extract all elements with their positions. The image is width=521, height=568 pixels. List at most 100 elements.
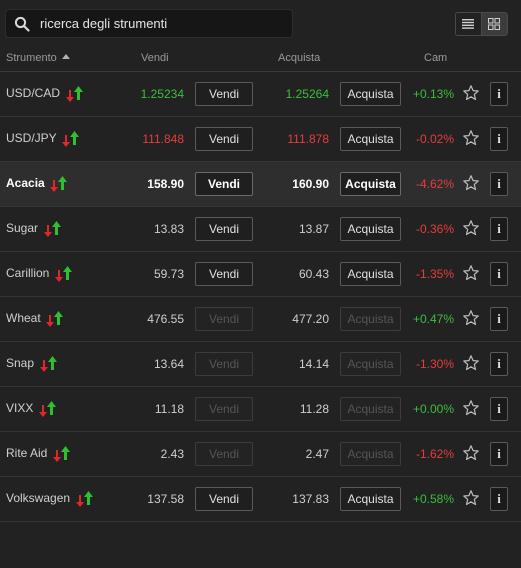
sell-button[interactable]: Vendi [195,487,253,511]
sell-button[interactable]: Vendi [195,127,253,151]
buy-price: 160.90 [292,177,329,191]
sell-button[interactable]: Vendi [195,397,253,421]
buy-price: 13.87 [298,222,329,236]
buy-button[interactable]: Acquista [340,352,401,376]
sell-button[interactable]: Vendi [195,217,253,241]
sell-button[interactable]: Vendi [195,307,253,331]
table-row[interactable]: VIXX 11.18 Vendi 11.28 Acquista +0.00% i [0,387,521,432]
table-header: Strumento Vendi Acquista Cam [0,46,521,72]
favorite-star-icon[interactable] [462,174,480,192]
header-buy: Acquista [278,52,321,64]
info-icon: i [497,266,501,281]
instrument-name[interactable]: USD/JPY [6,131,57,145]
sell-price: 13.64 [153,357,184,371]
change-percent: -1.62% [415,447,454,461]
buy-button[interactable]: Acquista [340,217,401,241]
trend-arrows-icon [53,262,75,284]
trend-arrows-icon [44,307,66,329]
change-percent: +0.00% [412,402,454,416]
buy-button[interactable]: Acquista [340,82,401,106]
change-percent: -4.62% [415,177,454,191]
change-percent: -1.30% [415,357,454,371]
instrument-name[interactable]: Wheat [6,311,41,325]
info-icon: i [497,86,501,101]
search-input[interactable] [40,10,288,37]
table-row[interactable]: Wheat 476.55 Vendi 477.20 Acquista +0.47% i [0,297,521,342]
sell-price: 11.18 [154,402,184,416]
info-button[interactable]: i [490,307,508,331]
change-percent: +0.58% [412,492,454,506]
buy-button[interactable]: Acquista [340,307,401,331]
sell-button[interactable]: Vendi [195,352,253,376]
table-row[interactable]: Carillion 59.73 Vendi 60.43 Acquista -1.35% i [0,252,521,297]
info-button[interactable]: i [490,217,508,241]
favorite-star-icon[interactable] [462,309,480,327]
buy-button[interactable]: Acquista [340,397,401,421]
favorite-star-icon[interactable] [462,444,480,462]
info-icon: i [497,131,501,146]
info-button[interactable]: i [490,127,508,151]
trend-arrows-icon [37,397,59,419]
favorite-star-icon[interactable] [462,399,480,417]
info-button[interactable]: i [490,487,508,511]
sell-price: 13.83 [153,222,184,236]
favorite-star-icon[interactable] [462,489,480,507]
info-button[interactable]: i [490,262,508,286]
table-row[interactable]: Acacia 158.90 Vendi 160.90 Acquista -4.62% i [0,162,521,207]
table-row[interactable]: USD/CAD 1.25234 Vendi 1.25264 Acquista +0.13%… [0,72,521,117]
instrument-name[interactable]: Snap [6,356,35,370]
instrument-name[interactable]: VIXX [6,401,34,415]
sell-price: 158.90 [147,177,184,191]
list-view-icon [462,19,475,29]
favorite-star-icon[interactable] [462,354,480,372]
info-button[interactable]: i [490,442,508,466]
instrument-name[interactable]: Acacia [6,176,45,190]
sell-price: 137.58 [147,492,184,506]
buy-button[interactable]: Acquista [340,262,401,286]
sell-button[interactable]: Vendi [195,172,253,196]
info-button[interactable]: i [490,172,508,196]
instrument-name[interactable]: USD/CAD [6,86,61,100]
change-percent: -0.02% [415,132,454,146]
buy-button[interactable]: Acquista [340,442,401,466]
instrument-name[interactable]: Sugar [6,221,39,235]
sell-price: 2.43 [160,447,184,461]
info-icon: i [497,311,501,326]
buy-button[interactable]: Acquista [340,487,401,511]
trend-arrows-icon [64,82,86,104]
buy-price: 60.43 [298,267,329,281]
sell-price: 111.848 [142,132,184,146]
table-row[interactable]: Snap 13.64 Vendi 14.14 Acquista -1.30% i [0,342,521,387]
sell-price: 1.25234 [140,87,184,101]
info-button[interactable]: i [490,397,508,421]
trend-arrows-icon [38,352,60,374]
table-row[interactable]: Rite Aid 2.43 Vendi 2.47 Acquista -1.62% i [0,432,521,477]
info-button[interactable]: i [490,352,508,376]
list-view-button[interactable] [456,13,482,35]
header-instrument[interactable]: Strumento [6,52,57,64]
buy-button[interactable]: Acquista [340,172,401,196]
buy-price: 137.83 [292,492,329,506]
favorite-star-icon[interactable] [462,84,480,102]
sell-button[interactable]: Vendi [195,82,253,106]
trend-arrows-icon [42,217,64,239]
instrument-name[interactable]: Carillion [6,266,50,280]
info-icon: i [497,446,501,461]
buy-button[interactable]: Acquista [340,127,401,151]
grid-view-button[interactable] [481,13,507,35]
favorite-star-icon[interactable] [462,129,480,147]
favorite-star-icon[interactable] [462,219,480,237]
instrument-name[interactable]: Volkswagen [6,491,71,505]
sell-button[interactable]: Vendi [195,442,253,466]
search-box[interactable] [5,9,293,38]
trend-arrows-icon [48,172,70,194]
favorite-star-icon[interactable] [462,264,480,282]
info-button[interactable]: i [490,82,508,106]
info-icon: i [497,491,501,506]
buy-price: 111.878 [287,132,329,146]
table-row[interactable]: Sugar 13.83 Vendi 13.87 Acquista -0.36% i [0,207,521,252]
table-row[interactable]: USD/JPY 111.848 Vendi 111.878 Acquista -0.02%… [0,117,521,162]
table-row[interactable]: Volkswagen 137.58 Vendi 137.83 Acquista +0.58… [0,477,521,522]
instrument-name[interactable]: Rite Aid [6,446,48,460]
sell-button[interactable]: Vendi [195,262,253,286]
